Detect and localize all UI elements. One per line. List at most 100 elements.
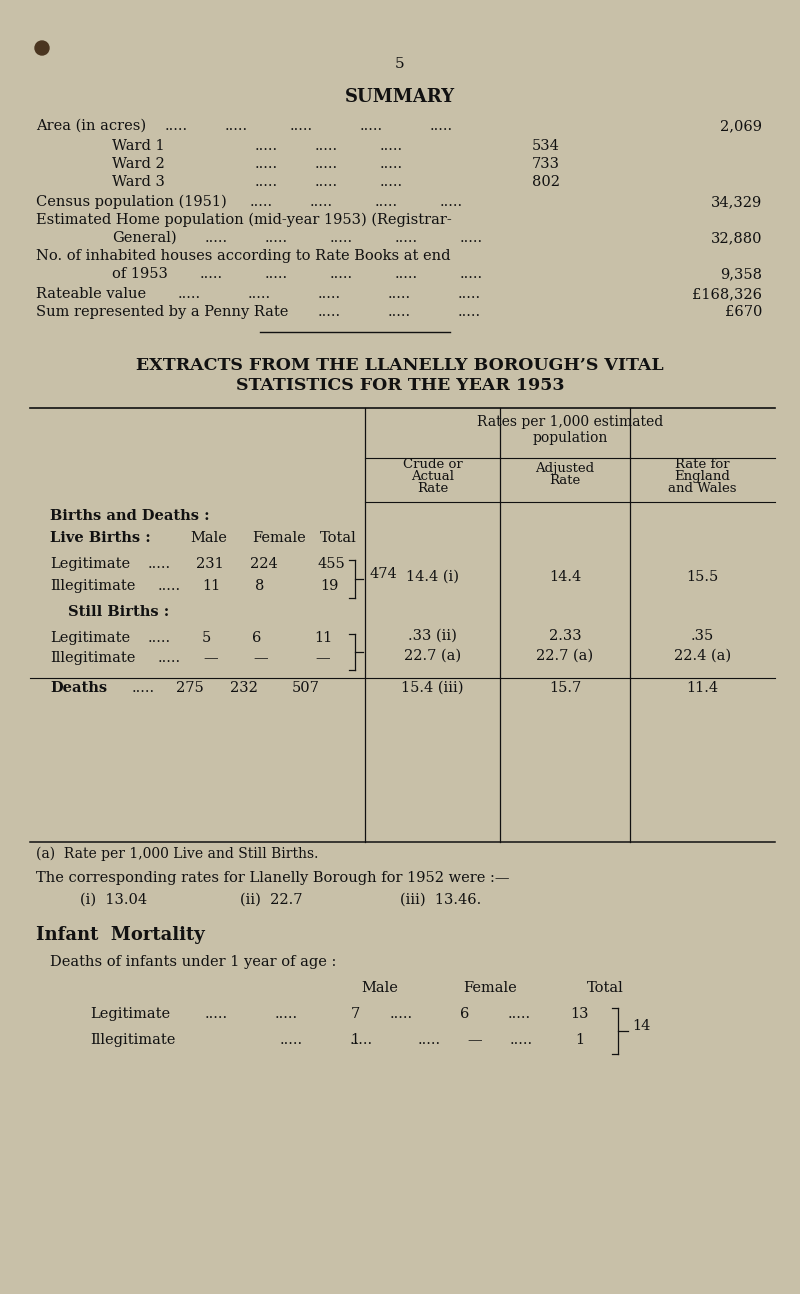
Text: 11: 11 [314, 631, 332, 644]
Text: .....: ..... [265, 232, 288, 245]
Text: Female: Female [463, 981, 517, 995]
Text: Legitimate: Legitimate [50, 556, 130, 571]
Text: and Wales: and Wales [668, 481, 737, 496]
Text: .....: ..... [318, 287, 341, 302]
Text: .....: ..... [315, 138, 338, 153]
Text: 1: 1 [350, 1033, 359, 1047]
Text: —: — [315, 651, 330, 665]
Text: 534: 534 [532, 138, 560, 153]
Text: Legitimate: Legitimate [50, 631, 130, 644]
Text: .....: ..... [330, 232, 353, 245]
Text: .....: ..... [158, 578, 181, 593]
Text: Male: Male [362, 981, 398, 995]
Text: 1: 1 [575, 1033, 585, 1047]
Text: .....: ..... [255, 175, 278, 189]
Text: £670: £670 [725, 305, 762, 320]
Text: 14.4 (i): 14.4 (i) [406, 569, 459, 584]
Text: .....: ..... [165, 119, 188, 133]
Text: Ward 2: Ward 2 [112, 157, 165, 171]
Text: Ward 3: Ward 3 [112, 175, 165, 189]
Text: 231: 231 [196, 556, 224, 571]
Text: Ward 1: Ward 1 [112, 138, 165, 153]
Text: .35: .35 [691, 629, 714, 643]
Text: STATISTICS FOR THE YEAR 1953: STATISTICS FOR THE YEAR 1953 [236, 377, 564, 393]
Text: 507: 507 [292, 681, 320, 695]
Text: £168,326: £168,326 [692, 287, 762, 302]
Text: Legitimate: Legitimate [90, 1007, 170, 1021]
Text: .....: ..... [248, 287, 271, 302]
Text: Births and Deaths :: Births and Deaths : [50, 509, 210, 523]
Text: 15.7: 15.7 [549, 681, 581, 695]
Text: .....: ..... [205, 1007, 228, 1021]
Text: Estimated Home population (mid-year 1953) (Registrar-: Estimated Home population (mid-year 1953… [36, 212, 452, 226]
Text: .....: ..... [290, 119, 313, 133]
Text: 2.33: 2.33 [549, 629, 582, 643]
Text: Still Births :: Still Births : [68, 606, 170, 619]
Text: .....: ..... [350, 1033, 373, 1047]
Text: Rate for: Rate for [675, 458, 730, 471]
Text: .....: ..... [255, 138, 278, 153]
Text: (ii)  22.7: (ii) 22.7 [240, 893, 302, 907]
Text: .....: ..... [148, 631, 171, 644]
Text: 7: 7 [350, 1007, 360, 1021]
Text: The corresponding rates for Llanelly Borough for 1952 were :—: The corresponding rates for Llanelly Bor… [36, 871, 510, 885]
Text: .....: ..... [148, 556, 171, 571]
Text: Rate: Rate [417, 481, 448, 496]
Text: .....: ..... [375, 195, 398, 210]
Text: .....: ..... [200, 267, 223, 281]
Text: of 1953: of 1953 [112, 267, 168, 281]
Text: 22.7 (a): 22.7 (a) [537, 650, 594, 663]
Text: 14: 14 [632, 1018, 650, 1033]
Text: 733: 733 [532, 157, 560, 171]
Text: .....: ..... [388, 305, 411, 320]
Text: .....: ..... [132, 681, 155, 695]
Text: .....: ..... [508, 1007, 531, 1021]
Text: .....: ..... [510, 1033, 533, 1047]
Text: .....: ..... [330, 267, 353, 281]
Text: population: population [532, 431, 608, 445]
Text: SUMMARY: SUMMARY [345, 88, 455, 106]
Text: .....: ..... [275, 1007, 298, 1021]
Text: .....: ..... [388, 287, 411, 302]
Text: .....: ..... [265, 267, 288, 281]
Text: No. of inhabited houses according to Rate Books at end: No. of inhabited houses according to Rat… [36, 248, 450, 263]
Text: Male: Male [190, 531, 227, 545]
Text: .....: ..... [380, 157, 403, 171]
Text: 11.4: 11.4 [686, 681, 718, 695]
Text: 6: 6 [460, 1007, 470, 1021]
Text: 13: 13 [570, 1007, 590, 1021]
Text: (iii)  13.46.: (iii) 13.46. [400, 893, 482, 907]
Text: Live Births :: Live Births : [50, 531, 150, 545]
Text: 32,880: 32,880 [710, 232, 762, 245]
Text: .....: ..... [418, 1033, 441, 1047]
Text: .....: ..... [460, 232, 483, 245]
Text: 455: 455 [318, 556, 346, 571]
Text: 232: 232 [230, 681, 258, 695]
Text: 22.4 (a): 22.4 (a) [674, 650, 731, 663]
Text: Rate: Rate [550, 474, 581, 487]
Text: —: — [253, 651, 268, 665]
Text: 802: 802 [532, 175, 560, 189]
Text: Illegitimate: Illegitimate [50, 651, 135, 665]
Text: Illegitimate: Illegitimate [50, 578, 135, 593]
Text: Area (in acres): Area (in acres) [36, 119, 146, 133]
Text: 15.5: 15.5 [686, 569, 718, 584]
Circle shape [35, 41, 49, 56]
Text: .....: ..... [380, 175, 403, 189]
Text: 224: 224 [250, 556, 278, 571]
Text: 22.7 (a): 22.7 (a) [404, 650, 461, 663]
Text: EXTRACTS FROM THE LLANELLY BOROUGH’S VITAL: EXTRACTS FROM THE LLANELLY BOROUGH’S VIT… [136, 357, 664, 374]
Text: .33 (ii): .33 (ii) [408, 629, 457, 643]
Text: (i)  13.04: (i) 13.04 [80, 893, 147, 907]
Text: Deaths of infants under 1 year of age :: Deaths of infants under 1 year of age : [50, 955, 336, 969]
Text: .....: ..... [440, 195, 463, 210]
Text: .....: ..... [360, 119, 383, 133]
Text: Illegitimate: Illegitimate [90, 1033, 175, 1047]
Text: Actual: Actual [411, 470, 454, 483]
Text: Adjusted: Adjusted [535, 462, 594, 475]
Text: 8: 8 [255, 578, 264, 593]
Text: .....: ..... [205, 232, 228, 245]
Text: .....: ..... [255, 157, 278, 171]
Text: 474: 474 [370, 567, 398, 581]
Text: .....: ..... [390, 1007, 413, 1021]
